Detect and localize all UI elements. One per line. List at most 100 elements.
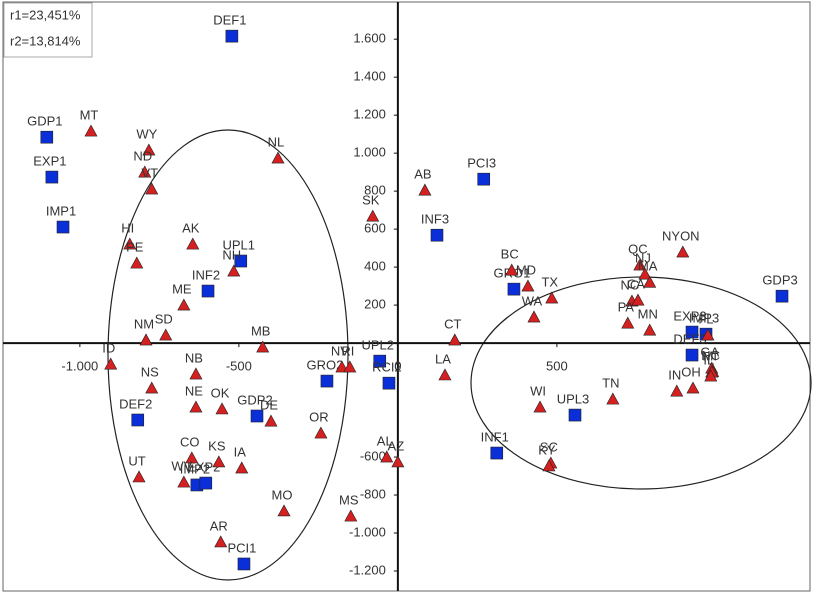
point bbox=[212, 455, 226, 468]
point-label: MA bbox=[638, 259, 658, 274]
point bbox=[507, 282, 521, 296]
y-tick-label: -1.200 bbox=[349, 562, 386, 577]
x-tick-label: -500 bbox=[226, 359, 252, 374]
point-label: PCI1 bbox=[228, 540, 257, 555]
point bbox=[159, 328, 173, 341]
point bbox=[686, 381, 700, 394]
point-label: AR bbox=[210, 518, 228, 533]
point-label: WI bbox=[530, 384, 546, 399]
point-label: SC bbox=[540, 440, 558, 455]
point bbox=[704, 369, 718, 382]
point-label: BC bbox=[501, 247, 519, 262]
point-label: MS bbox=[339, 493, 359, 508]
point bbox=[380, 450, 394, 463]
cluster-ellipse bbox=[107, 129, 349, 581]
point-label: MD bbox=[516, 263, 536, 278]
point bbox=[505, 263, 519, 276]
y-tick-label: -800 bbox=[360, 486, 386, 501]
point-label: IMP3 bbox=[689, 311, 719, 326]
point-label: DEF3 bbox=[673, 331, 706, 346]
point-label: EXP3 bbox=[673, 309, 706, 324]
y-tick-label: -600 bbox=[360, 448, 386, 463]
point-label: PCI3 bbox=[467, 156, 496, 171]
point-label: INF2 bbox=[192, 267, 220, 282]
point-label: IN bbox=[668, 368, 681, 383]
point bbox=[542, 459, 556, 472]
point-label: DEF2 bbox=[119, 396, 152, 411]
point-label: PA bbox=[618, 300, 635, 315]
point-label: SD bbox=[155, 312, 173, 327]
point-label: UPL2 bbox=[361, 338, 394, 353]
point-label: NM bbox=[134, 316, 154, 331]
point bbox=[185, 451, 199, 464]
point-label: DEF1 bbox=[213, 13, 246, 28]
y-tick-label: 1.000 bbox=[353, 145, 386, 160]
point-label: VT bbox=[141, 165, 158, 180]
point-label: MB bbox=[251, 324, 271, 339]
point bbox=[366, 209, 380, 222]
annotation: r2=13,814% bbox=[10, 33, 81, 48]
point bbox=[775, 289, 789, 303]
point-label: EXP1 bbox=[33, 154, 66, 169]
point bbox=[631, 293, 645, 306]
point-label: FL bbox=[698, 312, 713, 327]
point-label: IA bbox=[234, 444, 247, 459]
point bbox=[189, 367, 203, 380]
point bbox=[186, 237, 200, 250]
point bbox=[189, 400, 203, 413]
point-label: SK bbox=[362, 193, 380, 208]
point bbox=[123, 237, 137, 250]
point bbox=[490, 446, 504, 460]
point-label: GDP1 bbox=[27, 114, 62, 129]
point bbox=[621, 316, 635, 329]
point bbox=[277, 504, 291, 517]
annotation: r1=23,451% bbox=[10, 7, 81, 22]
point-label: NE bbox=[185, 384, 203, 399]
point bbox=[685, 348, 699, 362]
point-label: INF3 bbox=[421, 212, 449, 227]
point bbox=[227, 264, 241, 277]
point-label: TN bbox=[602, 376, 619, 391]
point-label: RCI2 bbox=[372, 360, 402, 375]
point bbox=[344, 509, 358, 522]
point bbox=[177, 298, 191, 311]
point-label: NS bbox=[141, 365, 159, 380]
point bbox=[545, 291, 559, 304]
point bbox=[533, 400, 547, 413]
point-label: MI bbox=[703, 349, 717, 364]
point bbox=[132, 470, 146, 483]
point-label: MT bbox=[80, 108, 99, 123]
point-label: AK bbox=[182, 221, 200, 236]
point-label: KY bbox=[538, 442, 556, 457]
point-label: UPL3 bbox=[557, 392, 590, 407]
point bbox=[320, 374, 334, 388]
x-tick-label: -1.000 bbox=[61, 359, 98, 374]
point-label: GRO2 bbox=[307, 358, 344, 373]
point bbox=[177, 475, 191, 488]
annotation-box bbox=[3, 2, 93, 58]
point bbox=[638, 267, 652, 280]
point-label: PE bbox=[126, 240, 144, 255]
point-label: INF1 bbox=[481, 429, 509, 444]
point-label: NV bbox=[331, 343, 349, 358]
point bbox=[250, 409, 264, 423]
point bbox=[225, 29, 239, 43]
point-label: TX bbox=[541, 275, 558, 290]
y-tick-label: 600 bbox=[364, 221, 386, 236]
x-tick-label: 500 bbox=[546, 359, 568, 374]
point bbox=[142, 143, 156, 156]
y-tick-label: 1.600 bbox=[353, 31, 386, 46]
point-label: OR bbox=[309, 410, 329, 425]
point-label: CO bbox=[180, 434, 200, 449]
point-label: NH bbox=[222, 248, 241, 263]
point bbox=[214, 535, 228, 548]
point bbox=[256, 340, 270, 353]
point-label: IL bbox=[703, 353, 714, 368]
point bbox=[391, 455, 405, 468]
point bbox=[670, 384, 684, 397]
point bbox=[235, 461, 249, 474]
point-label: RI bbox=[341, 343, 354, 358]
